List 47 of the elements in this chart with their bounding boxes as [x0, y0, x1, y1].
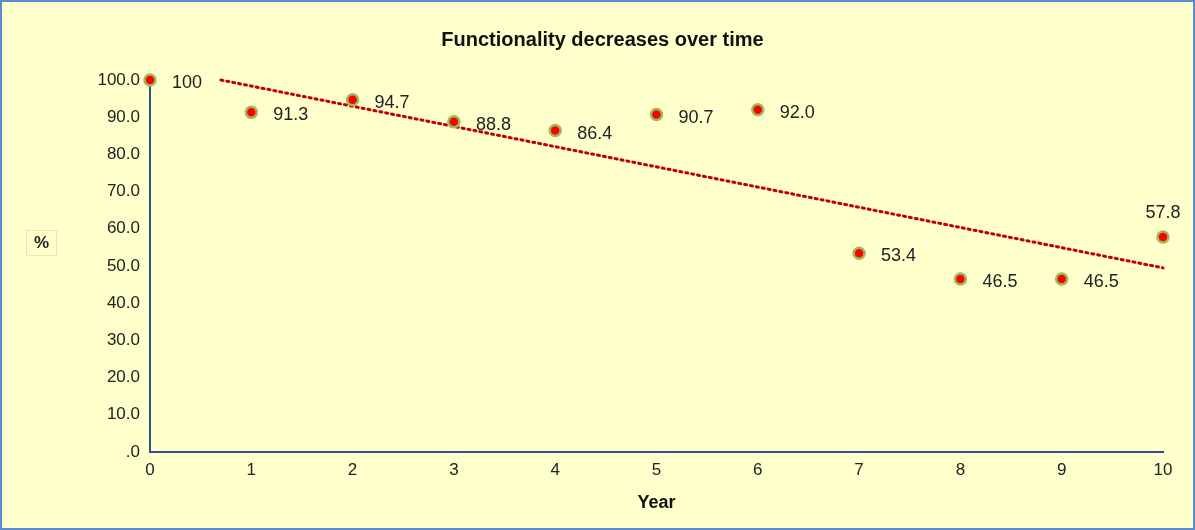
chart-title: Functionality decreases over time: [441, 27, 764, 50]
data-label: 100: [172, 71, 203, 92]
x-tick-label: 2: [347, 459, 358, 479]
y-tick-label: .0: [125, 441, 140, 461]
x-tick-label: 8: [955, 459, 966, 479]
x-tick-label: 1: [246, 459, 257, 479]
y-tick-label: 20.0: [106, 367, 140, 387]
x-tick-label: 3: [449, 459, 459, 479]
x-tick-label: 7: [854, 459, 864, 479]
data-label: 53.4: [881, 245, 917, 266]
y-axis-title: %: [26, 230, 58, 256]
y-tick-label: 90.0: [106, 106, 140, 126]
y-tick-label: 100.0: [97, 69, 140, 89]
y-tick-label: 50.0: [106, 255, 140, 275]
data-label: 90.7: [678, 106, 714, 127]
y-tick-label: 30.0: [106, 330, 140, 350]
point: [447, 114, 461, 129]
x-axis-title: Year: [637, 492, 676, 513]
x-tick-label: 9: [1056, 459, 1067, 479]
data-label: 57.8: [1145, 201, 1181, 222]
data-label: 46.5: [982, 270, 1018, 291]
point: [953, 272, 968, 286]
y-tick-label: 70.0: [106, 181, 140, 201]
point: [751, 103, 765, 117]
point: [143, 73, 157, 87]
point: [852, 246, 866, 261]
point: [244, 105, 259, 120]
y-tick-label: 10.0: [106, 404, 140, 424]
y-tick-label: 80.0: [106, 144, 140, 164]
data-label: 46.5: [1083, 270, 1119, 291]
y-tick-label: 60.0: [106, 218, 140, 238]
point: [345, 92, 360, 107]
x-tick-label: 6: [753, 459, 763, 479]
point: [649, 107, 664, 122]
data-label: 91.3: [273, 104, 309, 125]
point: [1156, 230, 1170, 244]
x-tick-label: 4: [550, 459, 560, 479]
y-tick-label: 40.0: [106, 292, 140, 312]
x-tick-label: 10: [1153, 459, 1173, 479]
x-tick-label: 0: [145, 459, 155, 479]
point: [1054, 272, 1069, 286]
data-label: 88.8: [475, 113, 511, 134]
data-label: 94.7: [374, 91, 410, 112]
point: [548, 123, 562, 138]
x-tick-label: 5: [651, 459, 662, 479]
data-label: 86.4: [577, 122, 613, 143]
data-label: 92.0: [779, 101, 815, 122]
